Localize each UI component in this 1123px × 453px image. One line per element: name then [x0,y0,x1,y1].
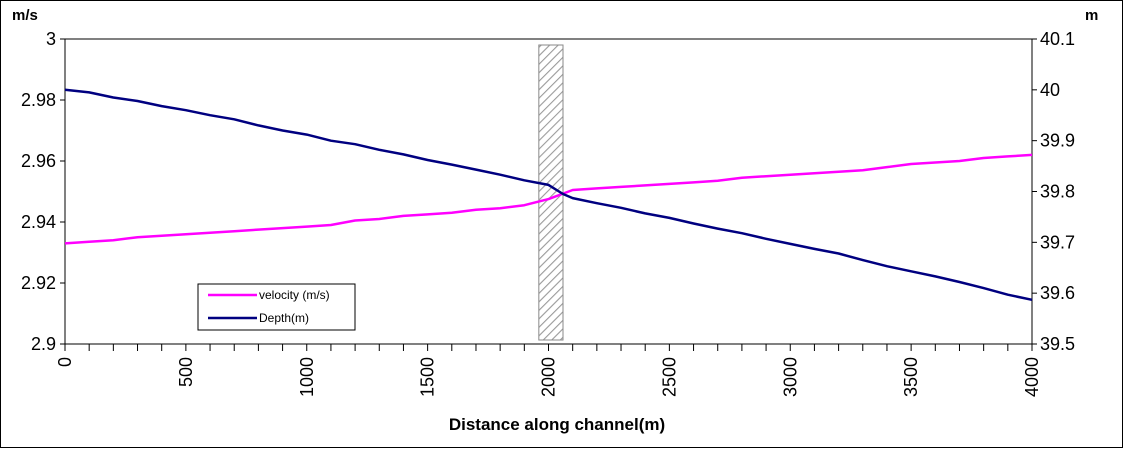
x-tick-label: 2000 [539,357,559,397]
y-right-tick-label: 39.6 [1040,283,1075,303]
x-tick-label: 1000 [297,357,317,397]
legend-box [197,283,356,331]
y-right-tick-label: 39.8 [1040,182,1075,202]
x-tick-label: 3000 [780,357,800,397]
x-tick-label: 3500 [901,357,921,397]
y-left-tick-label: 2.98 [21,90,56,110]
y-left-tick-label: 2.92 [21,273,56,293]
legend-label-velocity: velocity (m/s) [259,288,330,302]
x-tick-label: 2500 [659,357,679,397]
y-right-tick-label: 39.5 [1040,334,1075,354]
y-left-tick-label: 2.9 [31,334,56,354]
x-axis-title: Distance along channel(m) [449,415,665,434]
y-right-tick-label: 39.7 [1040,232,1075,252]
left-axis-unit-label: m/s [12,7,38,24]
x-tick-label: 4000 [1022,357,1042,397]
y-left-tick-label: 2.94 [21,212,56,232]
y-right-tick-label: 40 [1040,80,1060,100]
x-tick-label: 500 [176,357,196,387]
x-tick-label: 1500 [418,357,438,397]
legend-label-depth: Depth(m) [259,311,309,325]
right-axis-unit-label: m [1085,7,1098,24]
x-tick-label: 0 [55,357,75,367]
y-right-tick-label: 39.9 [1040,131,1075,151]
series-line-depth [64,88,1033,302]
series-line-velocity [64,153,1033,245]
legend: velocity (m/s) Depth(m) [197,283,356,331]
y-left-tick-label: 3 [46,29,56,49]
y-right-tick-label: 40.1 [1040,29,1075,49]
y-left-tick-label: 2.96 [21,151,56,171]
